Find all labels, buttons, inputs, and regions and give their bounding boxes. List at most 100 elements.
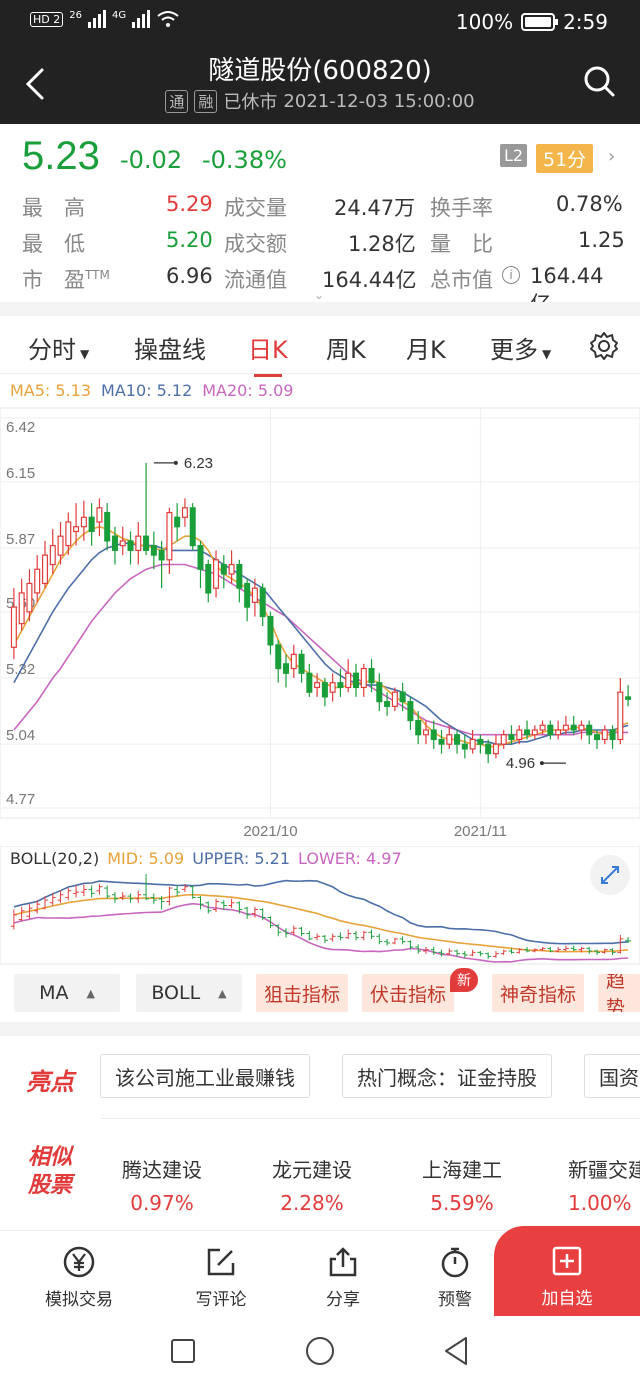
boll-chart[interactable] <box>0 846 640 966</box>
similar-stock-change: 0.97% <box>130 1191 194 1215</box>
tab-monthly-k[interactable]: 月K <box>406 336 446 364</box>
candle-body <box>88 516 95 533</box>
alert-button[interactable]: 预警 <box>400 1245 510 1310</box>
similar-stock-card[interactable]: 腾达建设 0.97% <box>92 1142 232 1222</box>
candle <box>368 659 375 693</box>
value-high: 5.29 <box>166 192 213 216</box>
candle <box>80 500 87 541</box>
stock-title: 隧道股份(600820) <box>208 56 432 86</box>
caret-down-icon: ▼ <box>80 347 90 361</box>
gear-icon[interactable] <box>588 330 620 362</box>
high-marker-dot <box>173 460 178 465</box>
tag-tong[interactable]: 通 <box>165 89 189 113</box>
simulate-trade-button[interactable]: 模拟交易 <box>24 1245 134 1310</box>
candle <box>34 555 41 603</box>
highlight-chip[interactable]: 热门概念：证金持股 <box>342 1054 552 1098</box>
candle <box>251 578 258 617</box>
candle <box>391 687 398 712</box>
candle-body <box>267 615 274 646</box>
tab-trading-line[interactable]: 操盘线 <box>134 336 206 364</box>
label-amount: 成交额 <box>224 232 287 256</box>
candle <box>166 507 173 574</box>
candle <box>438 730 445 754</box>
caret-up-icon: ▲ <box>218 986 227 1000</box>
candle-body <box>461 743 468 750</box>
boll-upper: UPPER: 5.21 <box>192 849 291 868</box>
candle-body <box>65 521 72 547</box>
similar-stock-card[interactable]: 新疆交建 1.00% <box>542 1142 640 1222</box>
candle-body <box>352 672 359 689</box>
similar-stock-card[interactable]: 上海建工 5.59% <box>392 1142 532 1222</box>
candle-body <box>205 563 212 594</box>
candle-body <box>485 743 492 755</box>
chevron-right-icon[interactable]: › <box>608 146 616 167</box>
add-to-watchlist-button[interactable]: 加自选 <box>494 1226 640 1316</box>
battery-icon <box>521 13 559 31</box>
share-button[interactable]: 分享 <box>288 1245 398 1310</box>
candle-body <box>306 672 313 693</box>
home-icon[interactable] <box>305 1336 335 1366</box>
score-badge[interactable]: 51分 <box>536 144 594 173</box>
candle-body <box>213 559 220 589</box>
value-pe: 6.96 <box>166 264 213 288</box>
low-marker-label: 4.96 <box>506 755 535 772</box>
value-float-cap: 164.44亿 <box>322 268 417 292</box>
search-icon[interactable] <box>582 64 616 98</box>
signal-icon-2 <box>132 10 151 28</box>
label-pe-ttm: TTM <box>85 268 110 282</box>
y-tick-label: 5.87 <box>6 531 35 548</box>
label-high: 最 高 <box>22 196 85 220</box>
share-icon <box>329 1247 357 1277</box>
boll-selector[interactable]: BOLL ▲ <box>136 974 242 1012</box>
indicator-sniper[interactable]: 狙击指标 <box>256 974 348 1012</box>
ma-selector[interactable]: MA ▲ <box>14 974 120 1012</box>
candle-body <box>166 511 173 561</box>
section-divider <box>0 1022 640 1036</box>
candle-body <box>111 535 118 551</box>
tab-timeshare[interactable]: 分时 ▼ <box>28 336 90 364</box>
tab-more[interactable]: 更多 ▼ <box>490 336 552 364</box>
chart-frame <box>0 407 640 819</box>
candle <box>586 720 593 745</box>
l2-badge[interactable]: L2 <box>500 144 528 167</box>
highlight-chip[interactable]: 该公司施工业最赚钱 <box>100 1054 310 1098</box>
back-icon[interactable] <box>20 66 50 102</box>
recent-apps-icon[interactable] <box>170 1338 196 1364</box>
similar-stock-name: 腾达建设 <box>122 1158 202 1182</box>
candle <box>461 734 468 759</box>
info-icon[interactable]: i <box>502 266 520 284</box>
candle-body <box>26 582 33 613</box>
tab-daily-k[interactable]: 日K <box>248 330 288 377</box>
yen-icon <box>63 1246 95 1278</box>
back-nav-icon[interactable] <box>442 1336 470 1366</box>
candle-body <box>368 667 375 684</box>
candle-body <box>135 535 142 551</box>
signal-1-label: 26 <box>69 10 82 21</box>
candle <box>531 725 538 740</box>
tab-weekly-k[interactable]: 周K <box>326 336 366 364</box>
highlight-chip[interactable]: 国资 <box>584 1054 640 1098</box>
candlestick-chart[interactable]: 6.426.155.875.605.325.044.772021/102021/… <box>0 402 640 846</box>
low-marker-dot <box>539 761 544 766</box>
candle-body <box>158 549 165 561</box>
tag-rong[interactable]: 融 <box>194 89 218 113</box>
candle-body <box>314 682 321 689</box>
candle <box>26 569 33 622</box>
candle-body <box>321 682 328 698</box>
ma10-label: MA10: 5.12 <box>101 381 193 400</box>
market-datetime: 2021-12-03 15:00:00 <box>283 90 475 112</box>
indicator-ambush[interactable]: 伏击指标 <box>362 974 454 1012</box>
indicator-trend[interactable]: 趋势 <box>598 974 640 1012</box>
boll-lower-line <box>13 902 629 963</box>
similar-stock-card[interactable]: 龙元建设 2.28% <box>242 1142 382 1222</box>
candle-body <box>422 729 429 736</box>
indicator-magic[interactable]: 神奇指标 <box>492 974 584 1012</box>
fullscreen-button[interactable] <box>590 855 630 895</box>
candle <box>570 715 577 735</box>
write-comment-button[interactable]: 写评论 <box>166 1245 276 1310</box>
candle-body <box>399 691 406 703</box>
candle-body <box>228 563 235 575</box>
label-total-cap: 总市值 <box>430 268 493 292</box>
candle <box>290 644 297 678</box>
chevron-down-icon[interactable]: ⌄ <box>314 288 325 302</box>
